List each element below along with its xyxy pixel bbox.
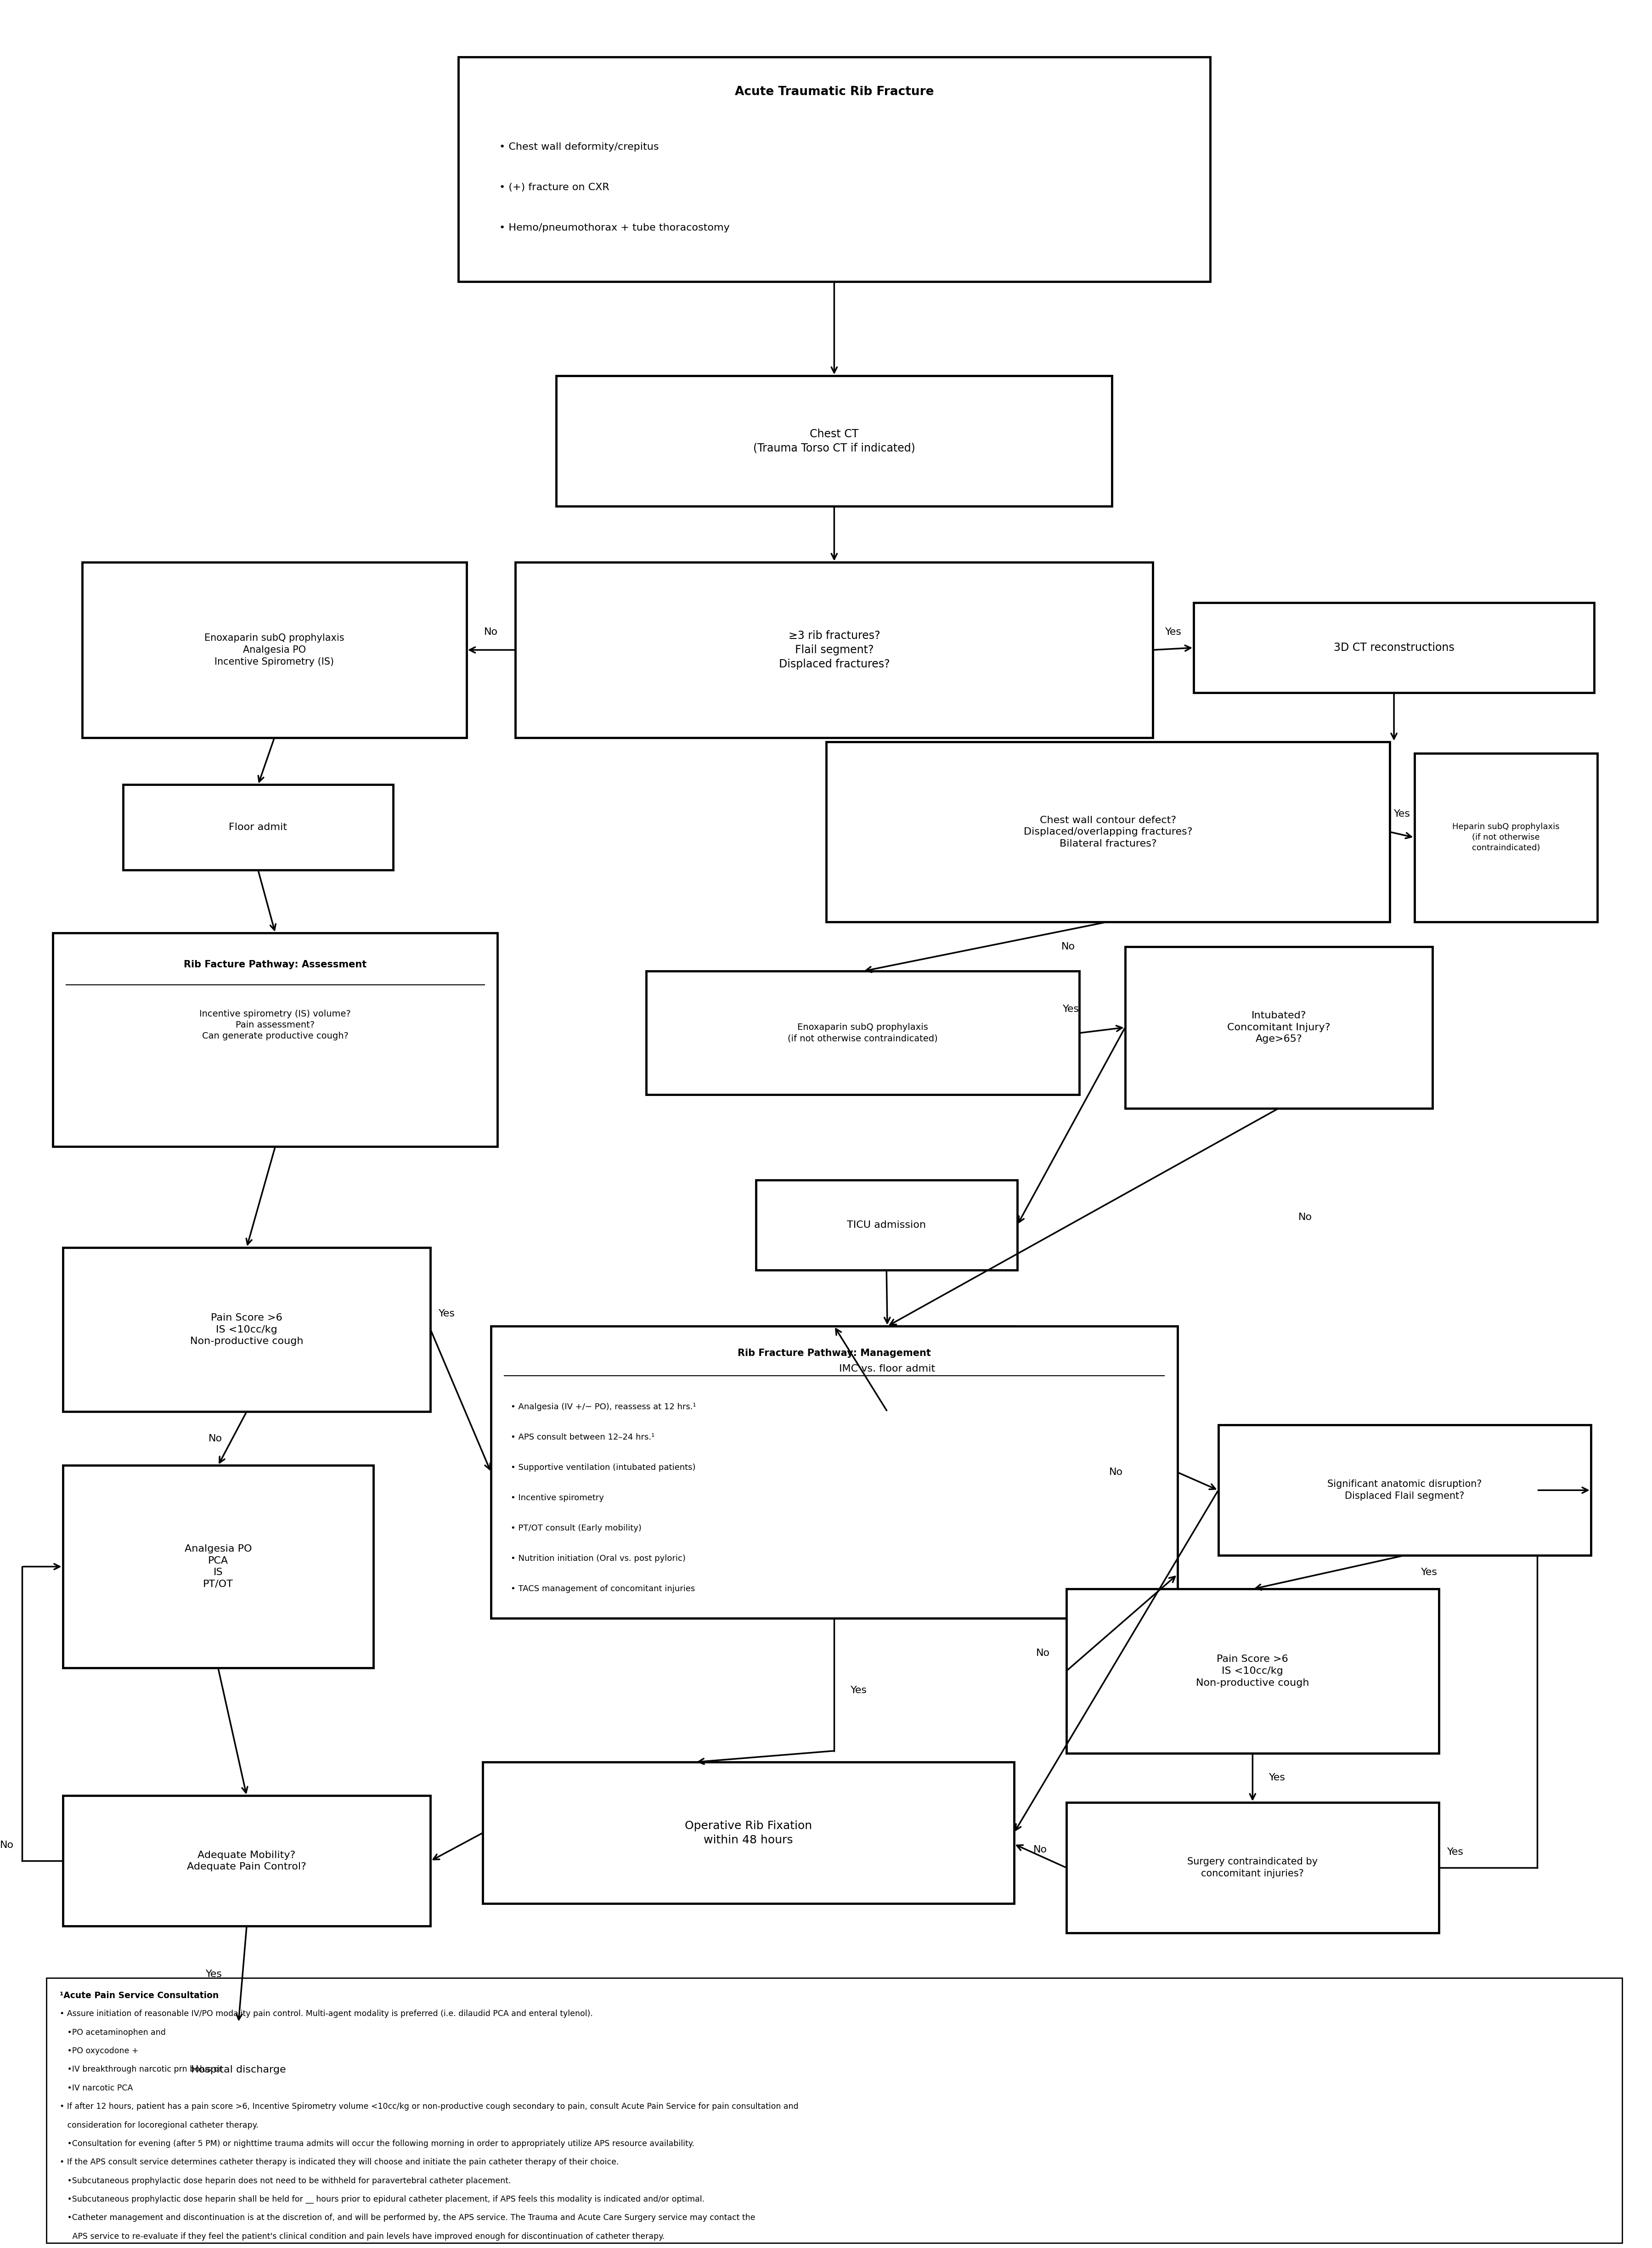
- Text: • TACS management of concomitant injuries: • TACS management of concomitant injurie…: [510, 1585, 695, 1594]
- Text: No: No: [1036, 1648, 1051, 1657]
- Text: APS service to re-evaluate if they feel the patient's clinical condition and pai: APS service to re-evaluate if they feel …: [59, 2232, 664, 2241]
- Text: Yes: Yes: [1062, 1005, 1079, 1014]
- Text: Chest CT
(Trauma Torso CT if indicated): Chest CT (Trauma Torso CT if indicated): [753, 429, 915, 454]
- Text: Yes: Yes: [1165, 627, 1181, 636]
- FancyBboxPatch shape: [1066, 1803, 1439, 1933]
- Text: Enoxaparin subQ prophylaxis
(if not otherwise contraindicated): Enoxaparin subQ prophylaxis (if not othe…: [788, 1023, 938, 1043]
- Text: Adequate Mobility?
Adequate Pain Control?: Adequate Mobility? Adequate Pain Control…: [187, 1850, 306, 1870]
- FancyBboxPatch shape: [1218, 1425, 1591, 1556]
- Text: Yes: Yes: [205, 1969, 221, 1978]
- FancyBboxPatch shape: [83, 562, 466, 737]
- Text: • Chest wall deformity/crepitus: • Chest wall deformity/crepitus: [499, 142, 659, 151]
- Text: Significant anatomic disruption?
Displaced Flail segment?: Significant anatomic disruption? Displac…: [1327, 1479, 1482, 1502]
- Text: • APS consult between 12–24 hrs.¹: • APS consult between 12–24 hrs.¹: [510, 1432, 654, 1441]
- Text: Rib Facture Pathway: Assessment: Rib Facture Pathway: Assessment: [183, 960, 367, 969]
- FancyBboxPatch shape: [124, 785, 393, 870]
- Text: • Nutrition initiation (Oral vs. post pyloric): • Nutrition initiation (Oral vs. post py…: [510, 1553, 686, 1562]
- Text: Analgesia PO
PCA
IS
PT/OT: Analgesia PO PCA IS PT/OT: [185, 1544, 251, 1589]
- Text: No: No: [1108, 1468, 1123, 1477]
- FancyBboxPatch shape: [491, 1326, 1178, 1619]
- Text: •IV narcotic PCA: •IV narcotic PCA: [59, 2084, 132, 2093]
- Text: Yes: Yes: [1269, 1774, 1285, 1783]
- Text: •PO oxycodone +: •PO oxycodone +: [59, 2048, 139, 2055]
- Text: Yes: Yes: [1394, 809, 1411, 818]
- Text: • If after 12 hours, patient has a pain score >6, Incentive Spirometry volume <1: • If after 12 hours, patient has a pain …: [59, 2102, 798, 2111]
- Text: No: No: [0, 1841, 13, 1850]
- Text: • PT/OT consult (Early mobility): • PT/OT consult (Early mobility): [510, 1524, 641, 1533]
- Text: Operative Rib Fixation
within 48 hours: Operative Rib Fixation within 48 hours: [686, 1821, 813, 1846]
- Text: • Incentive spirometry: • Incentive spirometry: [510, 1493, 605, 1502]
- Text: consideration for locoregional catheter therapy.: consideration for locoregional catheter …: [59, 2122, 258, 2129]
- Text: ≥3 rib fractures?
Flail segment?
Displaced fractures?: ≥3 rib fractures? Flail segment? Displac…: [778, 629, 890, 670]
- Text: • Assure initiation of reasonable IV/PO modality pain control. Multi-agent modal: • Assure initiation of reasonable IV/PO …: [59, 2010, 593, 2019]
- Text: Surgery contraindicated by
concomitant injuries?: Surgery contraindicated by concomitant i…: [1188, 1857, 1318, 1877]
- Text: Chest wall contour defect?
Displaced/overlapping fractures?
Bilateral fractures?: Chest wall contour defect? Displaced/ove…: [1024, 816, 1193, 847]
- Text: Yes: Yes: [1447, 1848, 1464, 1857]
- Text: Rib Fracture Pathway: Management: Rib Fracture Pathway: Management: [737, 1349, 930, 1358]
- Text: • If the APS consult service determines catheter therapy is indicated they will : • If the APS consult service determines …: [59, 2158, 620, 2167]
- Text: No: No: [1298, 1212, 1312, 1223]
- FancyBboxPatch shape: [755, 1180, 1018, 1270]
- Text: • Supportive ventilation (intubated patients): • Supportive ventilation (intubated pati…: [510, 1463, 695, 1472]
- FancyBboxPatch shape: [46, 1978, 1622, 2244]
- FancyBboxPatch shape: [1066, 1589, 1439, 1753]
- Text: • Hemo/pneumothorax + tube thoracostomy: • Hemo/pneumothorax + tube thoracostomy: [499, 223, 730, 232]
- Text: Pain Score >6
IS <10cc/kg
Non-productive cough: Pain Score >6 IS <10cc/kg Non-productive…: [1196, 1655, 1308, 1688]
- Text: Hospital discharge: Hospital discharge: [192, 2066, 286, 2075]
- Text: Pain Score >6
IS <10cc/kg
Non-productive cough: Pain Score >6 IS <10cc/kg Non-productive…: [190, 1313, 304, 1347]
- FancyBboxPatch shape: [826, 742, 1389, 922]
- Text: Incentive spirometry (IS) volume?
Pain assessment?
Can generate productive cough: Incentive spirometry (IS) volume? Pain a…: [200, 1009, 350, 1041]
- FancyBboxPatch shape: [557, 375, 1112, 506]
- Text: •Consultation for evening (after 5 PM) or nighttime trauma admits will occur the: •Consultation for evening (after 5 PM) o…: [59, 2140, 694, 2147]
- FancyBboxPatch shape: [1125, 946, 1432, 1108]
- Text: Intubated?
Concomitant Injury?
Age>65?: Intubated? Concomitant Injury? Age>65?: [1227, 1012, 1330, 1043]
- Text: ¹Acute Pain Service Consultation: ¹Acute Pain Service Consultation: [59, 1992, 218, 2001]
- Text: Yes: Yes: [851, 1686, 867, 1695]
- Text: No: No: [208, 1434, 221, 1443]
- FancyBboxPatch shape: [63, 1796, 431, 1927]
- Text: •IV breakthrough narcotic prn bolus or: •IV breakthrough narcotic prn bolus or: [59, 2066, 221, 2073]
- Text: Floor admit: Floor admit: [230, 823, 287, 832]
- Text: Heparin subQ prophylaxis
(if not otherwise
contraindicated): Heparin subQ prophylaxis (if not otherwi…: [1452, 823, 1559, 852]
- Text: •Catheter management and discontinuation is at the discretion of, and will be pe: •Catheter management and discontinuation…: [59, 2214, 755, 2221]
- Text: Enoxaparin subQ prophylaxis
Analgesia PO
Incentive Spirometry (IS): Enoxaparin subQ prophylaxis Analgesia PO…: [205, 634, 344, 665]
- Text: • (+) fracture on CXR: • (+) fracture on CXR: [499, 182, 610, 191]
- FancyBboxPatch shape: [1414, 753, 1597, 922]
- FancyBboxPatch shape: [482, 1762, 1014, 1904]
- Text: Yes: Yes: [439, 1308, 456, 1317]
- FancyBboxPatch shape: [646, 971, 1079, 1095]
- Text: Acute Traumatic Rib Fracture: Acute Traumatic Rib Fracture: [735, 85, 933, 99]
- FancyBboxPatch shape: [515, 562, 1153, 737]
- Text: 3D CT reconstructions: 3D CT reconstructions: [1333, 643, 1454, 654]
- Text: No: No: [1062, 942, 1075, 951]
- Text: •Subcutaneous prophylactic dose heparin shall be held for __ hours prior to epid: •Subcutaneous prophylactic dose heparin …: [59, 2194, 704, 2203]
- FancyBboxPatch shape: [79, 2023, 398, 2118]
- Text: IMC vs. floor admit: IMC vs. floor admit: [839, 1365, 935, 1374]
- Text: TICU admission: TICU admission: [847, 1221, 927, 1230]
- FancyBboxPatch shape: [458, 56, 1211, 281]
- FancyBboxPatch shape: [760, 1326, 1014, 1412]
- FancyBboxPatch shape: [53, 933, 497, 1146]
- Text: •Subcutaneous prophylactic dose heparin does not need to be withheld for paraver: •Subcutaneous prophylactic dose heparin …: [59, 2176, 510, 2185]
- Text: No: No: [484, 627, 497, 636]
- FancyBboxPatch shape: [63, 1248, 431, 1412]
- Text: No: No: [1032, 1846, 1047, 1855]
- FancyBboxPatch shape: [63, 1466, 373, 1668]
- Text: Yes: Yes: [1421, 1567, 1437, 1576]
- FancyBboxPatch shape: [1194, 602, 1594, 692]
- Text: •PO acetaminophen and: •PO acetaminophen and: [59, 2028, 165, 2037]
- Text: • Analgesia (IV +/− PO), reassess at 12 hrs.¹: • Analgesia (IV +/− PO), reassess at 12 …: [510, 1403, 695, 1412]
